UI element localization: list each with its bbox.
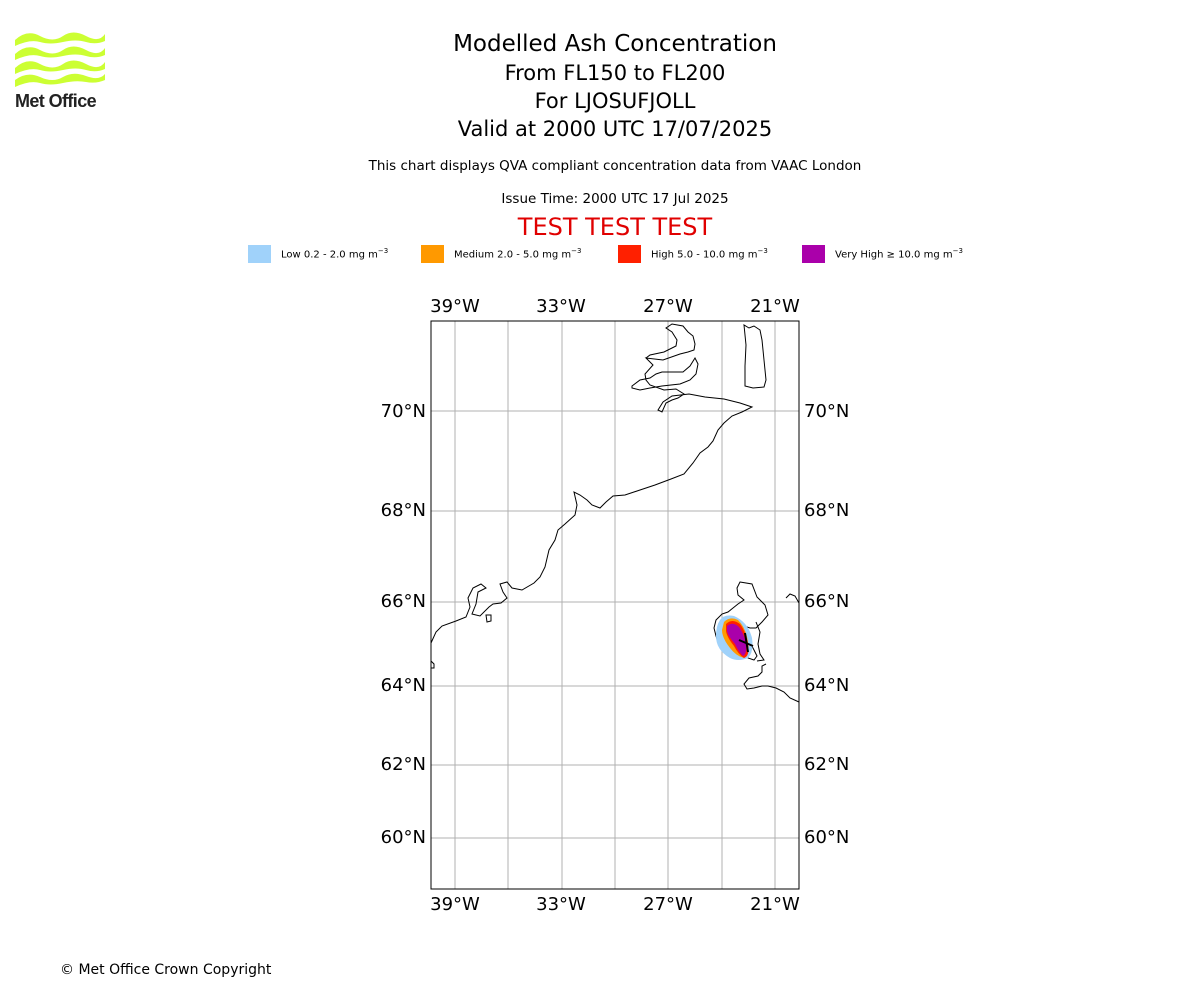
lat-ticks-left: 70°N 68°N 66°N 64°N 62°N 60°N (381, 401, 426, 848)
title-flight-levels: From FL150 to FL200 (504, 61, 726, 85)
title-main: Modelled Ash Concentration (453, 31, 777, 57)
lon-tick-bottom: 39°W (430, 894, 480, 915)
lat-tick-left: 68°N (381, 500, 426, 521)
map-gridlines (431, 321, 799, 889)
legend-swatch-very-high (802, 245, 825, 263)
logo-text: Met Office (15, 91, 97, 111)
legend-item-medium: Medium 2.0 - 5.0 mg m−3 (421, 244, 581, 264)
legend-swatch-medium (421, 245, 444, 263)
lat-tick-right: 62°N (804, 754, 849, 775)
lon-tick-bottom: 33°W (536, 894, 586, 915)
legend: Low 0.2 - 2.0 mg m−3 Medium 2.0 - 5.0 mg… (0, 244, 1200, 264)
legend-item-high: High 5.0 - 10.0 mg m−3 (618, 244, 768, 264)
title-valid-time: Valid at 2000 UTC 17/07/2025 (457, 117, 773, 141)
ash-contours (716, 615, 753, 660)
lon-tick-top: 39°W (430, 296, 480, 317)
copyright: © Met Office Crown Copyright (60, 962, 272, 978)
legend-item-low: Low 0.2 - 2.0 mg m−3 (248, 244, 388, 264)
title-volcano: For LJOSUFJOLL (534, 89, 696, 113)
lat-tick-left: 64°N (381, 675, 426, 696)
lon-tick-top: 21°W (750, 296, 800, 317)
lat-tick-right: 60°N (804, 827, 849, 848)
met-office-waves-icon (15, 32, 105, 87)
met-office-logo: Met Office (14, 30, 108, 112)
lat-tick-right: 68°N (804, 500, 849, 521)
ash-very-high-area (727, 623, 747, 656)
map-frame (430, 320, 800, 890)
lon-tick-bottom: 27°W (643, 894, 693, 915)
chart-title-block: Modelled Ash Concentration From FL150 to… (0, 30, 1200, 143)
lon-ticks-bottom: 39°W 33°W 27°W 21°W (430, 894, 800, 915)
lat-tick-left: 70°N (381, 401, 426, 422)
lat-tick-left: 60°N (381, 827, 426, 848)
lon-tick-bottom: 21°W (750, 894, 800, 915)
chart-description: This chart displays QVA compliant concen… (368, 158, 862, 174)
lat-tick-right: 70°N (804, 401, 849, 422)
legend-swatch-low (248, 245, 271, 263)
lon-ticks-top: 39°W 33°W 27°W 21°W (430, 296, 800, 317)
legend-swatch-high (618, 245, 641, 263)
lat-tick-left: 66°N (381, 591, 426, 612)
lat-tick-left: 62°N (381, 754, 426, 775)
lon-tick-top: 27°W (643, 296, 693, 317)
legend-item-very-high: Very High ≥ 10.0 mg m−3 (802, 244, 963, 264)
lat-tick-right: 64°N (804, 675, 849, 696)
test-banner: TEST TEST TEST (517, 213, 713, 241)
lat-tick-right: 66°N (804, 591, 849, 612)
lon-tick-top: 33°W (536, 296, 586, 317)
lat-ticks-right: 70°N 68°N 66°N 64°N 62°N 60°N (804, 401, 849, 848)
issue-time: Issue Time: 2000 UTC 17 Jul 2025 (501, 191, 729, 207)
volcano-marker-icon (738, 632, 754, 653)
